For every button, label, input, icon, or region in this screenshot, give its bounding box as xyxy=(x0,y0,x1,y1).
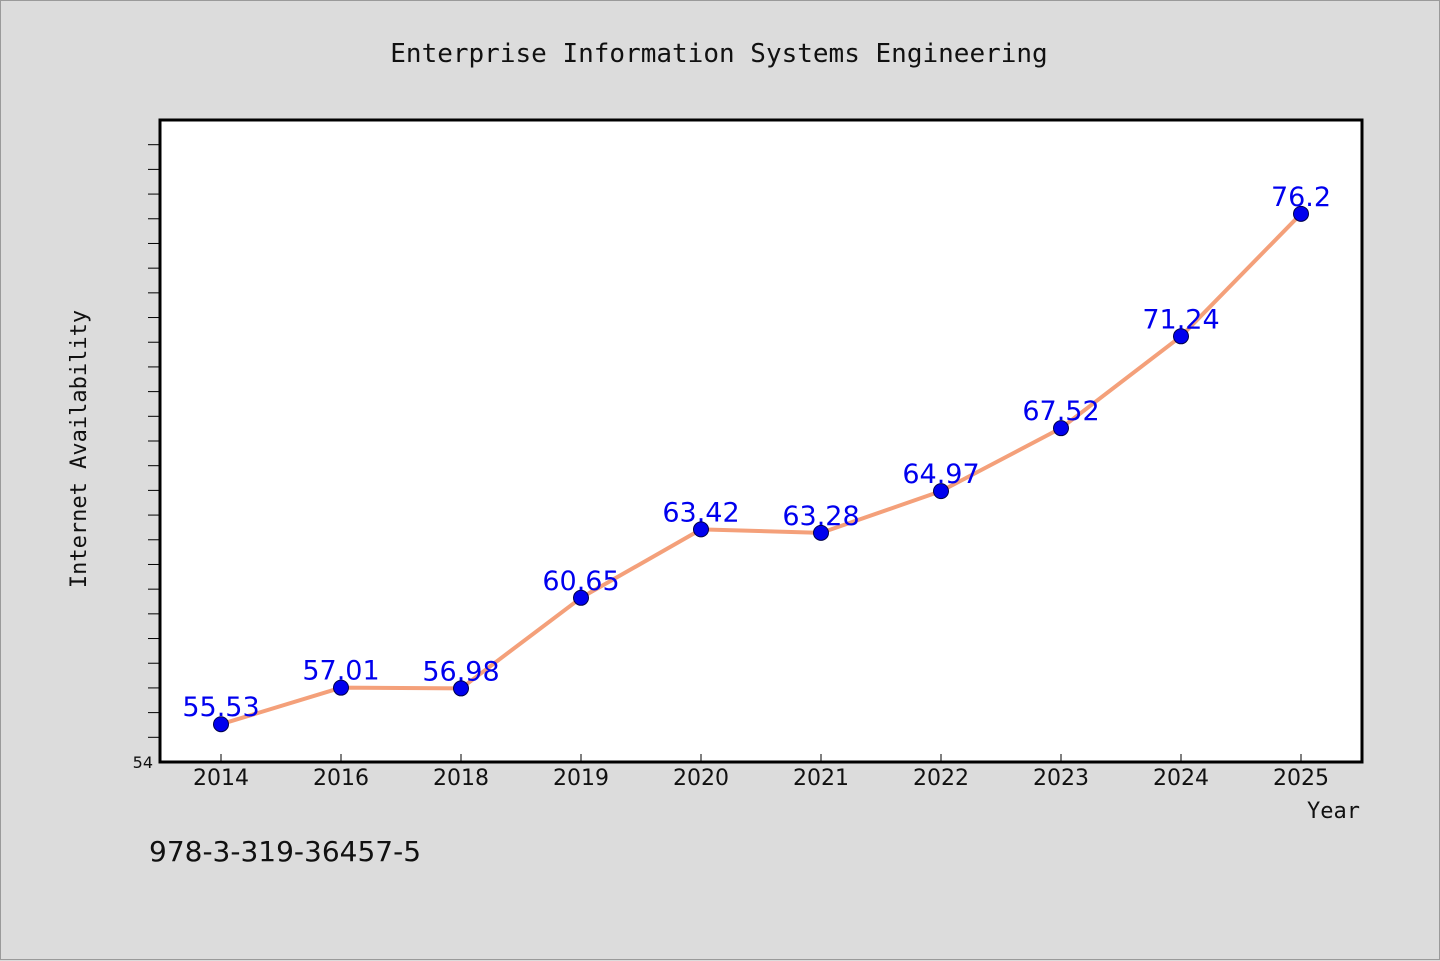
x-tick-label: 2025 xyxy=(1273,766,1329,791)
x-tick-label: 2023 xyxy=(1033,766,1089,791)
data-point xyxy=(333,679,349,696)
plot-area xyxy=(158,118,1364,764)
x-tick-label: 2021 xyxy=(793,766,849,791)
data-point xyxy=(933,483,949,500)
data-point xyxy=(693,521,709,538)
x-tick-label: 2020 xyxy=(673,766,729,791)
x-tick-label: 2022 xyxy=(913,766,969,791)
data-point xyxy=(1293,205,1309,222)
data-label: 71.24 xyxy=(1142,304,1219,335)
data-label: 63.28 xyxy=(782,501,859,532)
isbn-text: 978-3-319-36457-5 xyxy=(149,835,422,868)
data-label: 56.98 xyxy=(422,656,499,687)
series-layer xyxy=(213,205,1309,733)
data-point xyxy=(573,589,589,606)
x-tick-label: 2024 xyxy=(1153,766,1209,791)
x-axis-label: Year xyxy=(1307,799,1360,824)
data-label: 60.65 xyxy=(542,566,619,597)
x-tick-label: 2019 xyxy=(553,766,609,791)
data-label: 64.97 xyxy=(902,459,979,490)
data-point xyxy=(813,524,829,541)
data-point xyxy=(213,716,229,733)
data-labels: 55.53 57.01 56.98 60.65 63.42 63.28 64.97 67.52… xyxy=(182,182,1331,723)
x-axis-ticks: 2014 2016 2018 2019 2020 2021 2022 2023 2024 2025 xyxy=(193,754,1329,791)
data-label: 67.52 xyxy=(1022,396,1099,427)
data-point xyxy=(453,680,469,697)
series-line xyxy=(219,211,1303,727)
x-tick-label: 2018 xyxy=(433,766,489,791)
y-tick-label-min: 54 xyxy=(133,753,153,772)
y-axis-label: Internet Availability xyxy=(67,310,92,588)
x-tick-label: 2016 xyxy=(313,766,369,791)
data-point xyxy=(1173,328,1189,345)
chart-title: Enterprise Information Systems Engineeri… xyxy=(390,39,1047,69)
data-point xyxy=(1053,420,1069,437)
data-label: 57.01 xyxy=(302,656,379,687)
x-tick-label: 2014 xyxy=(193,766,249,791)
data-label: 63.42 xyxy=(662,497,739,528)
data-label: 55.53 xyxy=(182,692,259,723)
data-label: 76.2 xyxy=(1271,182,1331,213)
y-axis-ticks xyxy=(148,144,160,738)
